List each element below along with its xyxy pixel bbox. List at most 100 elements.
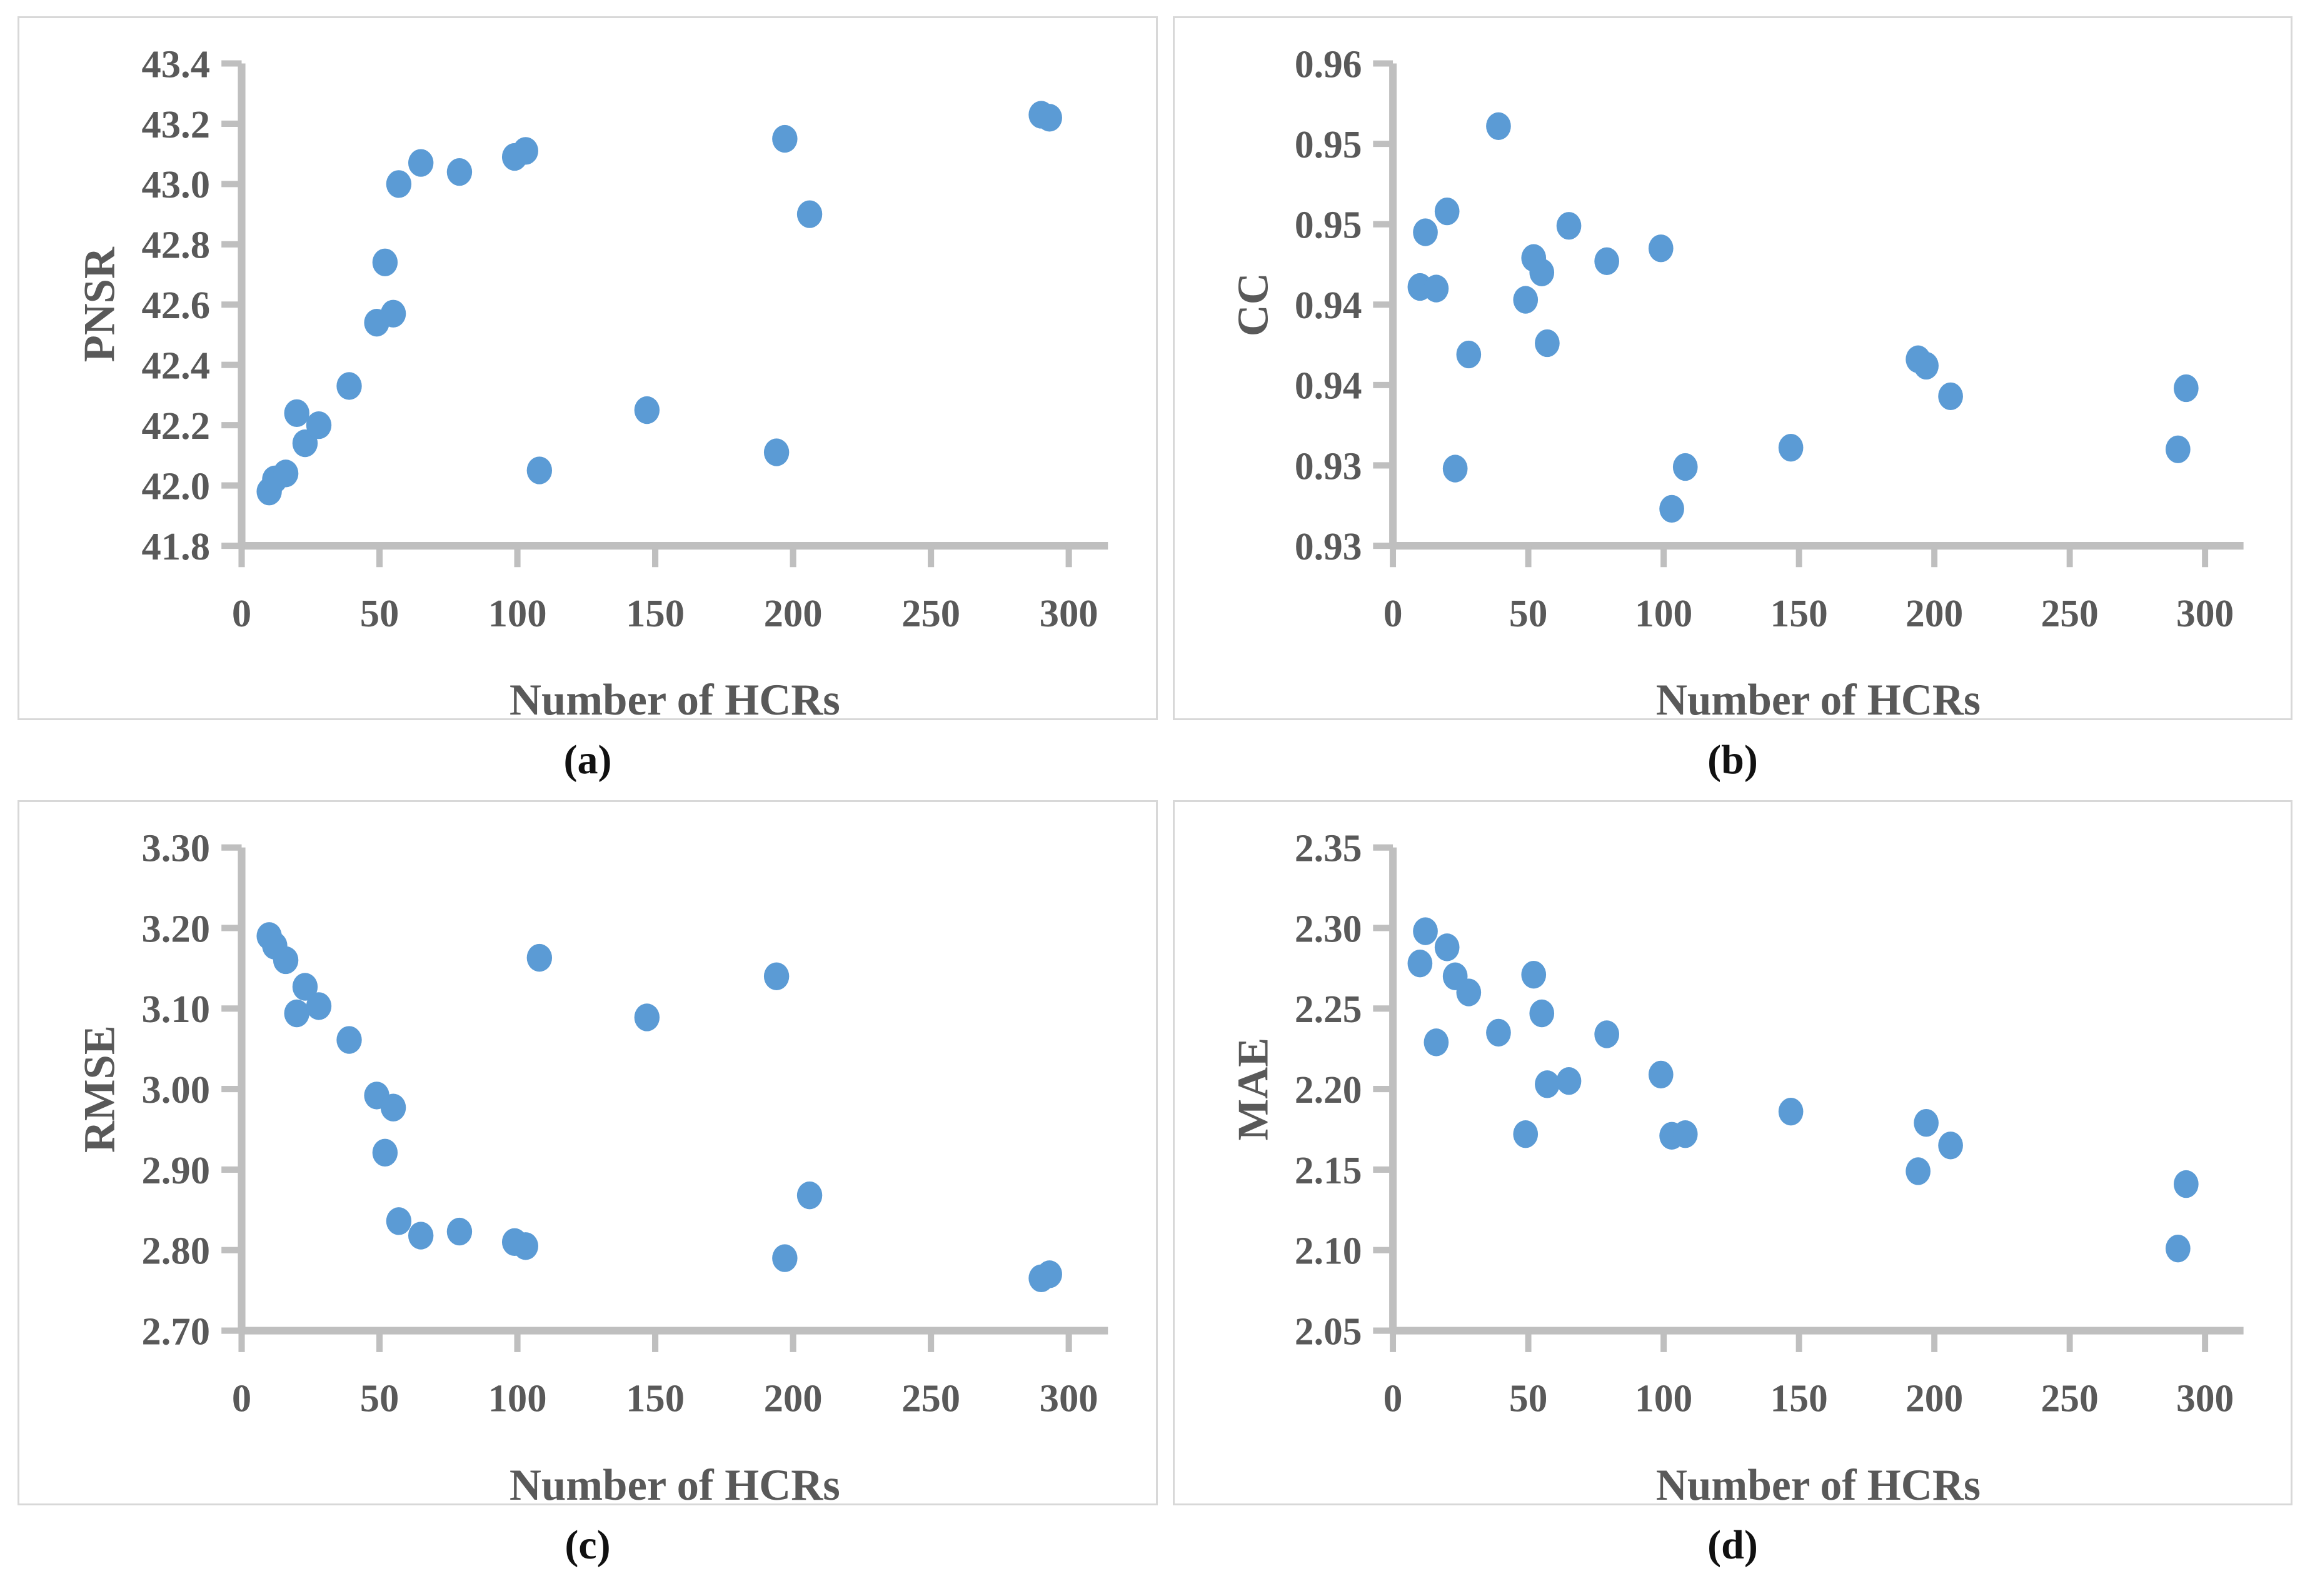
scatter-point [2166, 435, 2191, 463]
x-tick-label: 50 [1509, 593, 1547, 636]
scatter-point [380, 1093, 406, 1122]
scatter-point [1513, 286, 1539, 314]
scatter-point [1434, 933, 1460, 961]
y-tick-label: 0.95 [1295, 124, 1362, 167]
scatter-point [1407, 949, 1433, 978]
scatter-point [1529, 999, 1555, 1028]
y-tick-label: 2.80 [141, 1229, 210, 1273]
y-axis-title: MAE [1230, 1038, 1277, 1141]
scatter-point [1778, 433, 1804, 462]
caption-b-label: (b) [1707, 737, 1758, 783]
data-points [256, 101, 1062, 506]
scatter-point [1672, 1120, 1698, 1148]
tick-marks [1373, 60, 2209, 568]
y-tick-label: 42.2 [141, 404, 210, 448]
scatter-point [763, 438, 790, 466]
scatter-point [1556, 1067, 1582, 1095]
y-tick-label: 2.70 [141, 1309, 210, 1353]
x-tick-label: 0 [1383, 593, 1403, 636]
scatter-point [1938, 382, 1963, 411]
caption-a: (a) [18, 720, 1158, 800]
x-axis-title: Number of HCRs [1656, 1461, 1981, 1503]
scatter-point [386, 1207, 412, 1235]
scatter-point [2174, 1170, 2199, 1198]
x-tick-label: 300 [1040, 1377, 1098, 1420]
scatter-point [513, 1232, 538, 1260]
scatter-point [1442, 454, 1468, 483]
scatter-point [1648, 1060, 1674, 1089]
scatter-point [1434, 197, 1460, 226]
rmse-scatter-chart: 3.30 3.20 3.10 3.00 2.90 2.80 2.70 0 50 100 150 200… [75, 826, 1108, 1503]
x-tick-label: 0 [232, 591, 251, 635]
scatter-point [284, 999, 309, 1028]
x-tick-label: 0 [1383, 1377, 1403, 1420]
scatter-point [796, 200, 823, 228]
y-tick-label: 2.05 [1295, 1310, 1362, 1353]
scatter-point [1424, 274, 1449, 303]
y-tick-label: 0.96 [1295, 43, 1362, 86]
y-axis-title: RMSE [75, 1025, 124, 1153]
scatter-point [306, 992, 332, 1020]
x-axis-title: Number of HCRs [1656, 676, 1981, 718]
scatter-point [1672, 453, 1698, 481]
scatter-point [380, 299, 406, 328]
y-tick-label: 43.2 [141, 103, 210, 146]
y-tick-label: 3.00 [141, 1068, 210, 1112]
scatter-point [2174, 374, 2199, 403]
y-tick-label: 2.35 [1295, 827, 1362, 870]
scatter-point [1486, 112, 1511, 140]
panel-a-pnsr: 43.4 43.2 43.0 42.8 42.6 42.4 42.2 42.0 41.8 0 50 1… [18, 16, 1158, 720]
x-tick-label: 50 [1509, 1377, 1547, 1420]
scatter-point [273, 946, 299, 975]
scatter-point [1413, 917, 1438, 945]
scatter-point [372, 1138, 398, 1167]
y-tick-label: 2.90 [141, 1148, 210, 1192]
scatter-point [526, 943, 553, 972]
axes [238, 63, 1108, 550]
y-tick-label: 3.20 [141, 906, 210, 950]
x-tick-label: 100 [1635, 1377, 1692, 1420]
caption-c: (c) [18, 1505, 1158, 1585]
scatter-point [634, 1003, 660, 1031]
scatter-point [772, 124, 798, 153]
y-tick-label: 0.94 [1295, 364, 1362, 408]
scatter-point [336, 1026, 362, 1054]
x-tick-label: 250 [901, 591, 960, 635]
scatter-point [526, 456, 553, 484]
y-tick-label: 2.15 [1295, 1149, 1362, 1192]
scatter-point [1529, 258, 1555, 286]
scatter-point [1556, 212, 1582, 240]
tick-labels: 0.96 0.95 0.95 0.94 0.94 0.93 0.93 0 50 100 150 200… [1295, 43, 2234, 635]
scatter-point [1486, 1018, 1511, 1047]
panel-c-rmse: 3.30 3.20 3.10 3.00 2.90 2.80 2.70 0 50 100 150 200… [18, 800, 1158, 1505]
mae-scatter-chart: 2.35 2.30 2.25 2.20 2.15 2.10 2.05 0 50 100 150 200… [1230, 827, 2244, 1503]
scatter-point [1535, 1070, 1560, 1098]
x-tick-label: 300 [1040, 591, 1098, 635]
x-tick-label: 100 [488, 1377, 547, 1420]
scatter-point [1037, 1260, 1062, 1288]
scatter-point [513, 137, 538, 165]
data-points [1407, 112, 2199, 523]
caption-d-label: (d) [1707, 1522, 1758, 1568]
scatter-point [1513, 1120, 1539, 1148]
y-tick-label: 0.94 [1295, 284, 1362, 328]
x-axis-title: Number of HCRs [510, 676, 840, 718]
y-tick-label: 41.8 [141, 524, 210, 568]
cc-scatter-chart: 0.96 0.95 0.95 0.94 0.94 0.93 0.93 0 50 100 150 200… [1230, 43, 2244, 718]
y-tick-label: 2.30 [1295, 908, 1362, 951]
scatter-point [306, 411, 332, 439]
y-tick-label: 42.6 [141, 283, 210, 327]
x-tick-label: 300 [2176, 593, 2234, 636]
x-tick-label: 150 [626, 591, 685, 635]
scatter-point [1914, 351, 1939, 380]
tick-marks [221, 60, 1072, 568]
scatter-point [336, 372, 362, 400]
axes [1389, 847, 2244, 1335]
scatter-point [1521, 960, 1547, 989]
y-axis-title: CC [1230, 273, 1277, 336]
x-tick-label: 150 [626, 1377, 685, 1420]
caption-a-label: (a) [563, 737, 612, 783]
y-tick-label: 42.8 [141, 223, 210, 267]
x-tick-label: 200 [1906, 593, 1963, 636]
